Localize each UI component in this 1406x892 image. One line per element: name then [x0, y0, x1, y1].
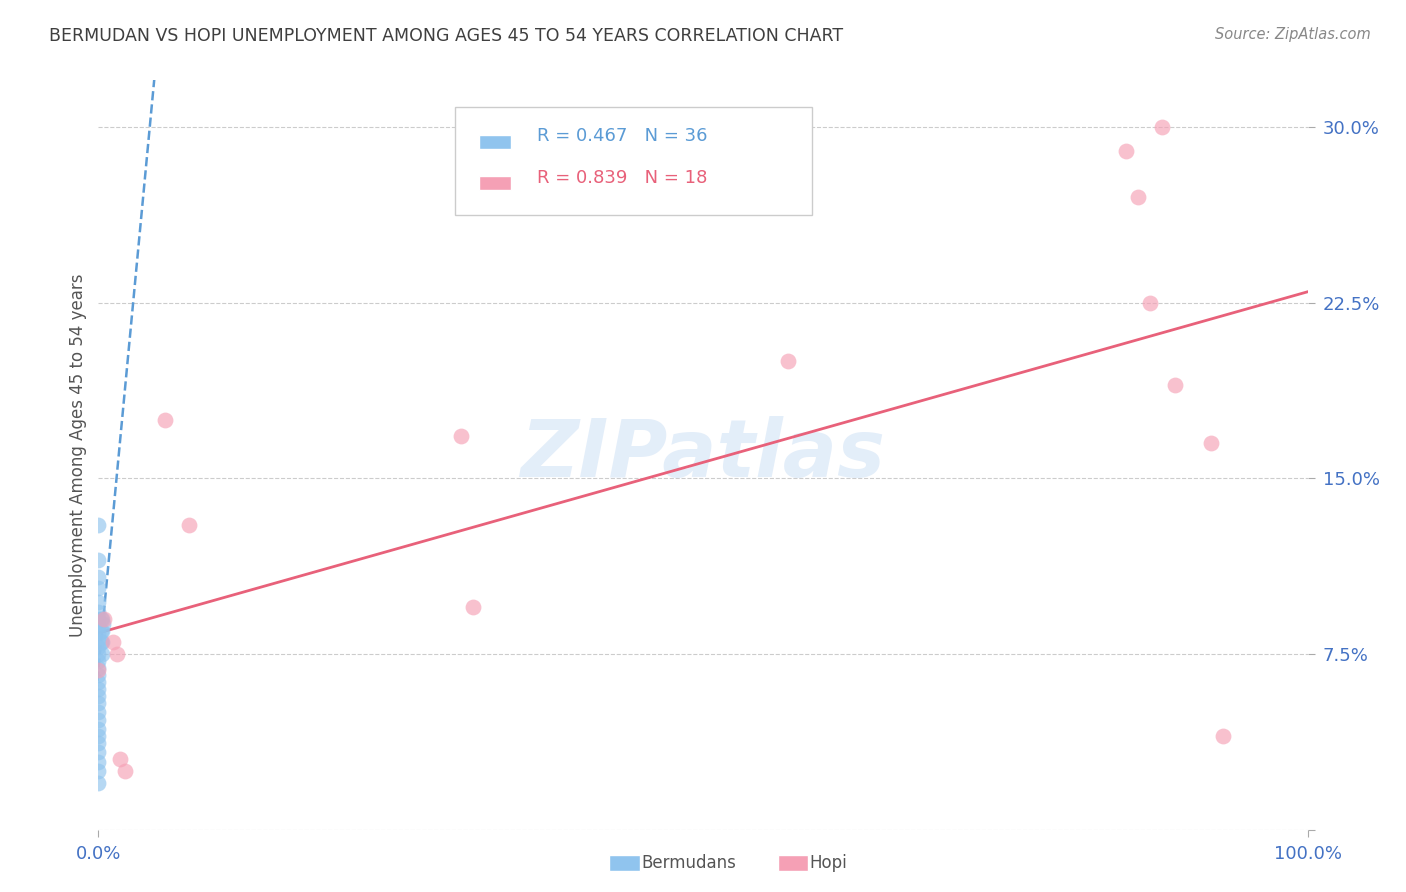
Text: Source: ZipAtlas.com: Source: ZipAtlas.com — [1215, 27, 1371, 42]
Point — [87, 696, 110, 710]
Point — [153, 413, 176, 427]
Point — [108, 752, 131, 766]
Point — [87, 640, 110, 654]
Point — [101, 635, 124, 649]
FancyBboxPatch shape — [479, 177, 512, 190]
Text: ZIPatlas: ZIPatlas — [520, 416, 886, 494]
Point — [87, 722, 110, 736]
Point — [87, 612, 110, 626]
Point — [91, 616, 114, 631]
Point — [90, 612, 112, 626]
Text: R = 0.467   N = 36: R = 0.467 N = 36 — [537, 128, 707, 145]
Point — [87, 632, 110, 647]
Point — [87, 764, 110, 778]
Point — [87, 605, 110, 619]
Point — [87, 619, 110, 633]
Point — [87, 664, 110, 678]
Text: Bermudans: Bermudans — [641, 855, 735, 872]
Point — [87, 682, 110, 697]
Point — [114, 764, 136, 778]
Point — [105, 647, 128, 661]
FancyBboxPatch shape — [456, 106, 811, 215]
Point — [90, 635, 112, 649]
Point — [93, 612, 115, 626]
Point — [1163, 377, 1185, 392]
Point — [450, 429, 472, 443]
Point — [87, 654, 110, 668]
Point — [87, 745, 110, 759]
Point — [87, 570, 110, 584]
Point — [1128, 190, 1150, 204]
Point — [87, 776, 110, 790]
Point — [1199, 436, 1222, 450]
Point — [90, 624, 112, 638]
Point — [87, 689, 110, 703]
Point — [87, 668, 110, 682]
Point — [87, 713, 110, 727]
Point — [87, 661, 110, 675]
Point — [87, 729, 110, 743]
Point — [1212, 729, 1234, 743]
Point — [87, 675, 110, 690]
Text: BERMUDAN VS HOPI UNEMPLOYMENT AMONG AGES 45 TO 54 YEARS CORRELATION CHART: BERMUDAN VS HOPI UNEMPLOYMENT AMONG AGES… — [49, 27, 844, 45]
Text: R = 0.839   N = 18: R = 0.839 N = 18 — [537, 169, 707, 186]
Point — [87, 626, 110, 640]
Point — [91, 624, 114, 638]
Point — [463, 600, 485, 615]
Point — [87, 706, 110, 720]
Text: Hopi: Hopi — [810, 855, 848, 872]
Point — [179, 518, 201, 533]
Point — [87, 518, 110, 533]
Y-axis label: Unemployment Among Ages 45 to 54 years: Unemployment Among Ages 45 to 54 years — [69, 273, 87, 637]
Point — [776, 354, 799, 368]
Point — [1139, 295, 1161, 310]
Point — [1115, 144, 1137, 158]
Point — [91, 647, 114, 661]
Point — [87, 582, 110, 596]
Point — [91, 635, 114, 649]
Point — [1152, 120, 1174, 134]
FancyBboxPatch shape — [479, 135, 512, 149]
Point — [87, 553, 110, 567]
Point — [87, 595, 110, 609]
Point — [87, 736, 110, 750]
Point — [87, 755, 110, 769]
Point — [87, 647, 110, 661]
Point — [91, 612, 114, 626]
